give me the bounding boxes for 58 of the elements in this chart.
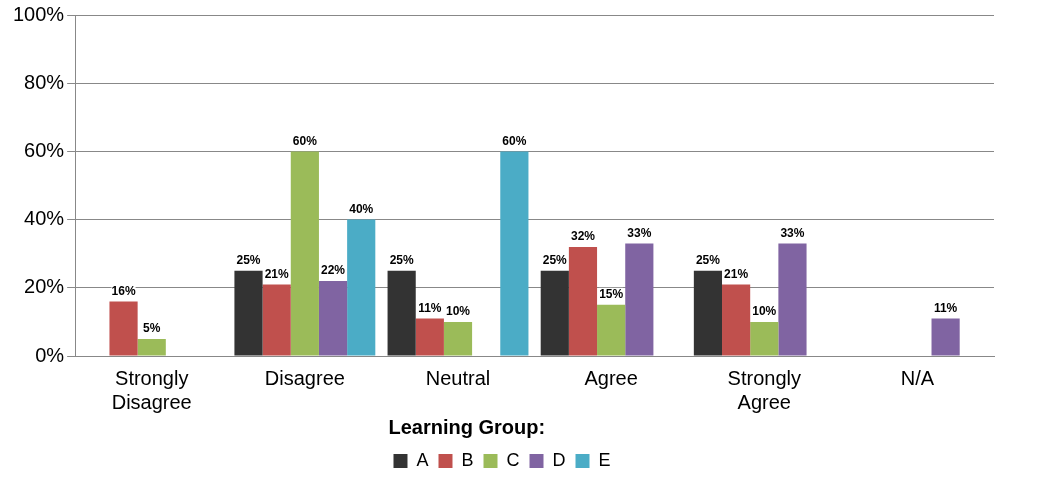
bar xyxy=(750,321,779,356)
data-label: 11% xyxy=(418,300,442,315)
bar xyxy=(109,301,138,356)
legend-label: D xyxy=(552,449,566,470)
data-label: 25% xyxy=(695,253,721,268)
bar xyxy=(625,243,654,356)
x-tick-label: Strongly Disagree xyxy=(111,366,192,413)
bar xyxy=(778,243,807,356)
legend-label: A xyxy=(416,449,429,470)
data-label: 21% xyxy=(724,266,749,281)
bar xyxy=(597,304,626,356)
y-tick-label: 100% xyxy=(13,2,65,25)
legend-label: E xyxy=(598,449,611,470)
x-tick-label: Disagree xyxy=(264,366,345,389)
y-tick-label: 40% xyxy=(24,207,65,230)
bar xyxy=(318,280,348,356)
x-tick-label: Strongly Agree xyxy=(727,366,801,413)
bar xyxy=(500,151,529,356)
data-label: 10% xyxy=(752,304,777,319)
bar xyxy=(234,270,263,356)
legend-title: Learning Group: xyxy=(388,415,546,438)
data-label: 25% xyxy=(389,253,414,268)
legend-label: B xyxy=(461,449,474,470)
data-label: 33% xyxy=(780,225,805,240)
bar xyxy=(387,270,416,356)
bar xyxy=(262,284,291,356)
bar xyxy=(540,270,569,356)
y-tick-label: 60% xyxy=(24,138,65,161)
legend-label: C xyxy=(506,449,520,470)
bar xyxy=(568,246,598,356)
data-label: 21% xyxy=(264,266,290,281)
data-label: 25% xyxy=(542,253,568,268)
data-label: 22% xyxy=(321,263,346,278)
data-label: 40% xyxy=(349,201,374,216)
bar xyxy=(137,338,166,356)
bar xyxy=(931,318,960,356)
y-tick-label: 20% xyxy=(24,275,65,298)
data-label: 25% xyxy=(236,253,261,268)
bar xyxy=(722,284,751,356)
x-tick-label: Agree xyxy=(584,366,638,389)
bar xyxy=(443,321,473,356)
data-label: 60% xyxy=(292,133,318,148)
data-label: 5% xyxy=(143,321,161,336)
data-label: 16% xyxy=(111,283,136,298)
bar xyxy=(347,219,376,356)
y-tick-label: 80% xyxy=(24,70,65,93)
x-tick-label: Neutral xyxy=(425,366,491,389)
bar xyxy=(415,318,444,356)
data-label: 10% xyxy=(445,304,471,319)
bar xyxy=(693,270,723,356)
data-label: 32% xyxy=(570,229,596,244)
data-label: 33% xyxy=(627,225,652,240)
data-label: 15% xyxy=(599,287,624,302)
y-tick-label: 0% xyxy=(35,343,65,366)
data-label: 11% xyxy=(933,300,958,315)
x-tick-label: N/A xyxy=(900,366,935,389)
bar xyxy=(290,151,319,356)
data-label: 60% xyxy=(502,133,527,148)
